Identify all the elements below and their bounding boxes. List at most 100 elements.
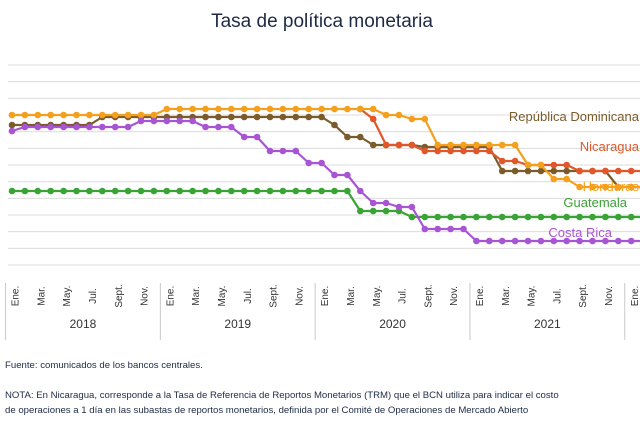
data-point bbox=[602, 237, 609, 245]
data-point bbox=[473, 237, 480, 245]
data-point bbox=[369, 199, 377, 207]
data-point bbox=[563, 237, 570, 245]
data-point bbox=[460, 147, 467, 155]
data-point bbox=[382, 141, 390, 149]
data-point bbox=[524, 167, 532, 175]
data-point bbox=[266, 147, 274, 155]
data-point bbox=[344, 171, 351, 179]
data-point bbox=[240, 105, 248, 113]
x-tick-label: Jul. bbox=[243, 288, 254, 304]
data-point bbox=[202, 105, 209, 113]
x-tick-label: May. bbox=[372, 286, 383, 307]
series-label-honduras: Honduras bbox=[583, 179, 640, 194]
x-tick-label: Ene. bbox=[165, 286, 176, 307]
data-point bbox=[73, 111, 80, 119]
data-point bbox=[318, 159, 325, 167]
data-point bbox=[408, 213, 416, 221]
data-point bbox=[124, 187, 132, 195]
data-point bbox=[550, 237, 558, 245]
data-point bbox=[357, 207, 364, 215]
data-point bbox=[537, 167, 545, 175]
data-point bbox=[434, 213, 442, 221]
series-line bbox=[12, 189, 640, 219]
x-tick-label: Nov. bbox=[449, 286, 460, 306]
data-point bbox=[511, 167, 519, 175]
x-tick-label: Sept. bbox=[578, 284, 589, 307]
data-point bbox=[292, 105, 300, 113]
data-point bbox=[240, 113, 248, 121]
data-point bbox=[21, 187, 29, 195]
data-point bbox=[563, 213, 570, 221]
data-point bbox=[253, 133, 261, 141]
x-tick-label: Nov. bbox=[294, 286, 305, 306]
data-point bbox=[589, 237, 596, 245]
data-point bbox=[99, 123, 106, 131]
data-point bbox=[576, 167, 583, 175]
data-point bbox=[150, 117, 158, 125]
data-point bbox=[627, 183, 635, 191]
data-point bbox=[240, 133, 248, 141]
data-point bbox=[279, 187, 287, 195]
nota-line-2: de operaciones a 1 día en las subastas d… bbox=[5, 405, 529, 416]
data-point bbox=[344, 187, 351, 195]
data-point bbox=[357, 105, 364, 113]
x-tick-label: Ene. bbox=[320, 286, 331, 307]
data-point bbox=[408, 203, 416, 211]
data-point bbox=[60, 123, 67, 131]
data-point bbox=[511, 141, 519, 149]
data-point bbox=[447, 141, 454, 149]
data-point bbox=[421, 213, 429, 221]
data-point bbox=[602, 167, 609, 175]
data-point bbox=[253, 113, 261, 121]
data-point bbox=[228, 123, 235, 131]
series-group bbox=[8, 105, 640, 245]
data-point bbox=[576, 213, 583, 221]
data-point bbox=[163, 117, 171, 125]
data-point bbox=[318, 105, 325, 113]
data-point bbox=[215, 123, 222, 131]
year-label: 2019 bbox=[224, 317, 251, 331]
data-point bbox=[486, 237, 493, 245]
data-point bbox=[47, 123, 54, 131]
series-labels: República Dominicana Nicaragua HondurasGua… bbox=[509, 109, 640, 240]
x-tick-label: Ene. bbox=[11, 286, 22, 307]
data-point bbox=[421, 225, 429, 233]
data-point bbox=[60, 187, 67, 195]
data-point bbox=[279, 113, 287, 121]
x-tick-label: Mar. bbox=[501, 286, 512, 305]
data-point bbox=[137, 111, 145, 119]
data-point bbox=[215, 187, 222, 195]
data-point bbox=[111, 111, 119, 119]
x-tick-label: Ene. bbox=[475, 286, 486, 307]
series-label-nicaragua: Nicaragua bbox=[580, 139, 640, 154]
x-tick-label: Mar. bbox=[191, 286, 202, 305]
data-point bbox=[228, 113, 235, 121]
data-point bbox=[369, 141, 377, 149]
data-point bbox=[86, 187, 93, 195]
data-point bbox=[318, 113, 325, 121]
nota-line-1: NOTA: En Nicaragua, corresponde a la Tas… bbox=[5, 390, 559, 401]
data-point bbox=[8, 111, 16, 119]
data-point bbox=[511, 237, 519, 245]
x-tick-label: Jul. bbox=[88, 288, 99, 304]
data-point bbox=[253, 105, 261, 113]
data-point bbox=[47, 187, 54, 195]
data-point bbox=[460, 213, 467, 221]
x-tick-label: Sept. bbox=[423, 284, 434, 307]
data-point bbox=[331, 121, 338, 129]
series-guatemala bbox=[8, 187, 640, 221]
x-axis: Ene. Mar. May. Jul. Sept. Nov. Ene. Mar. May. Jul… bbox=[5, 283, 640, 340]
data-point bbox=[215, 105, 222, 113]
data-point bbox=[627, 213, 635, 221]
data-point bbox=[150, 111, 158, 119]
data-point bbox=[408, 141, 416, 149]
data-point bbox=[524, 161, 532, 169]
data-point bbox=[176, 117, 183, 125]
data-point bbox=[34, 123, 42, 131]
x-tick-label: May. bbox=[217, 286, 228, 307]
chart-title: Tasa de política monetaria bbox=[211, 11, 433, 32]
data-point bbox=[305, 187, 313, 195]
data-point bbox=[279, 105, 287, 113]
data-point bbox=[99, 111, 106, 119]
x-tick-label: May. bbox=[62, 286, 73, 307]
